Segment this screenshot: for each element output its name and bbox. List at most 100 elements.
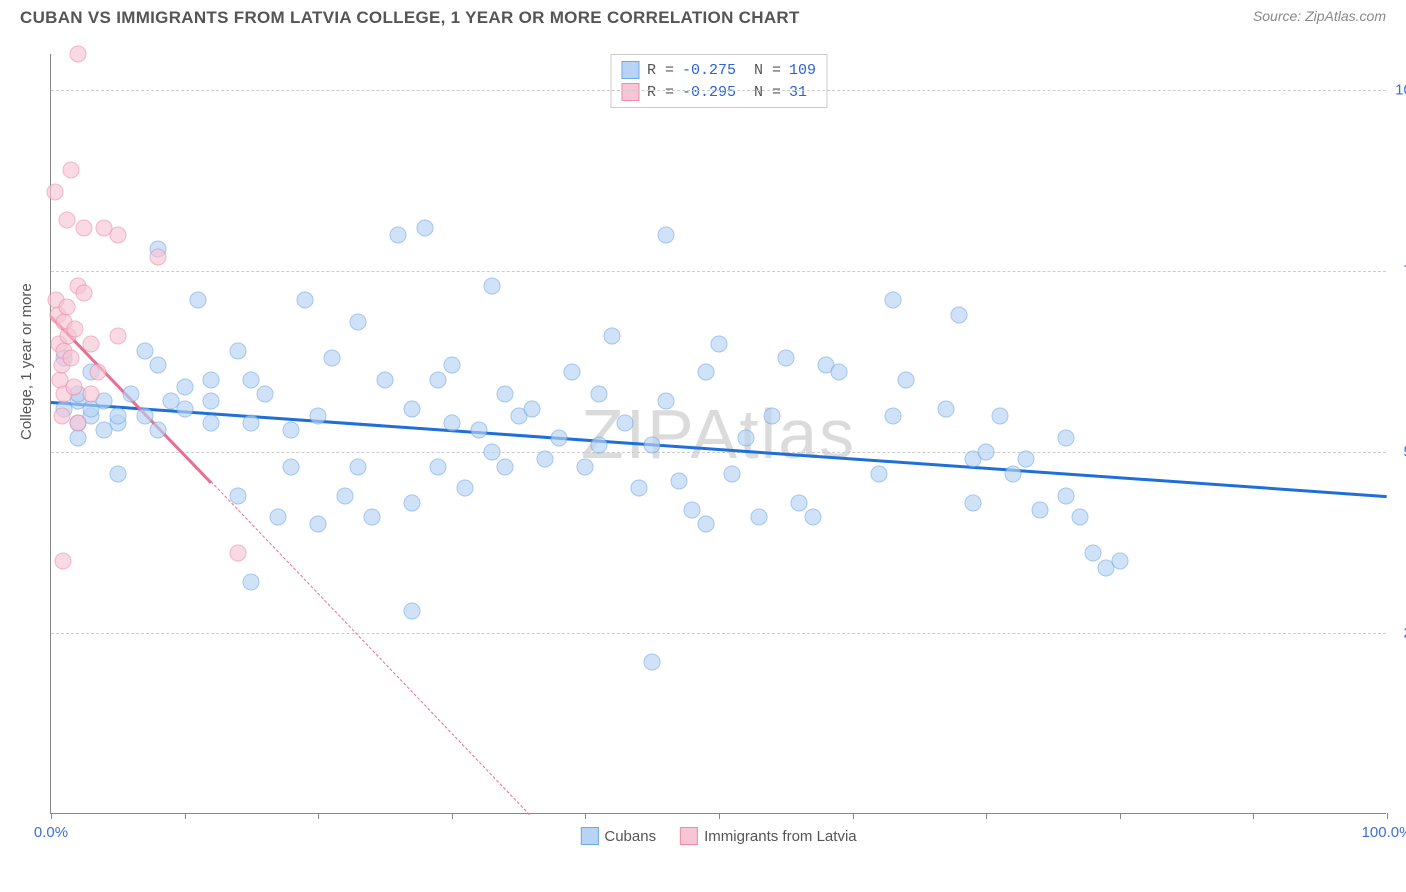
data-point [283, 458, 300, 475]
data-point [777, 350, 794, 367]
r-value: -0.295 [682, 84, 736, 101]
data-point [898, 371, 915, 388]
legend-item: Immigrants from Latvia [680, 827, 857, 845]
data-point [230, 342, 247, 359]
gridline [51, 271, 1386, 272]
data-point [53, 407, 70, 424]
source-attribution: Source: ZipAtlas.com [1253, 8, 1386, 24]
data-point [256, 386, 273, 403]
data-point [457, 480, 474, 497]
data-point [203, 371, 220, 388]
data-point [176, 400, 193, 417]
data-point [109, 226, 126, 243]
data-point [430, 371, 447, 388]
data-point [83, 335, 100, 352]
data-point [310, 516, 327, 533]
n-value: 31 [789, 84, 807, 101]
data-point [684, 502, 701, 519]
data-point [377, 371, 394, 388]
legend-swatch [621, 61, 639, 79]
data-point [751, 509, 768, 526]
x-tick [1387, 813, 1388, 819]
data-point [230, 545, 247, 562]
data-point [443, 357, 460, 374]
data-point [109, 407, 126, 424]
data-point [230, 487, 247, 504]
r-label: R = [647, 84, 674, 101]
data-point [951, 306, 968, 323]
gridline [51, 452, 1386, 453]
data-point [403, 400, 420, 417]
data-point [1058, 487, 1075, 504]
x-tick [853, 813, 854, 819]
data-point [176, 378, 193, 395]
data-point [657, 226, 674, 243]
data-point [270, 509, 287, 526]
data-point [55, 552, 72, 569]
data-point [630, 480, 647, 497]
data-point [657, 393, 674, 410]
legend-item: Cubans [580, 827, 656, 845]
data-point [243, 574, 260, 591]
data-point [336, 487, 353, 504]
data-point [497, 458, 514, 475]
series-legend: Cubans Immigrants from Latvia [580, 827, 856, 845]
data-point [991, 407, 1008, 424]
trend-line [211, 481, 530, 815]
data-point [390, 226, 407, 243]
data-point [243, 415, 260, 432]
legend-swatch [621, 83, 639, 101]
data-point [724, 465, 741, 482]
legend-swatch [580, 827, 598, 845]
data-point [617, 415, 634, 432]
data-point [1111, 552, 1128, 569]
data-point [831, 364, 848, 381]
x-tick [986, 813, 987, 819]
x-tick-label: 0.0% [34, 824, 68, 841]
n-value: 109 [789, 62, 816, 79]
data-point [764, 407, 781, 424]
data-point [590, 436, 607, 453]
data-point [89, 364, 106, 381]
n-label: N = [754, 84, 781, 101]
data-point [243, 371, 260, 388]
data-point [871, 465, 888, 482]
n-label: N = [754, 62, 781, 79]
data-point [1004, 465, 1021, 482]
data-point [697, 516, 714, 533]
data-point [63, 350, 80, 367]
data-point [1058, 429, 1075, 446]
correlation-legend: R = -0.275 N = 109 R = -0.295 N = 31 [610, 54, 827, 108]
x-tick [585, 813, 586, 819]
x-tick [1253, 813, 1254, 819]
data-point [737, 429, 754, 446]
data-point [363, 509, 380, 526]
data-point [884, 292, 901, 309]
data-point [149, 248, 166, 265]
data-point [483, 277, 500, 294]
chart-title: CUBAN VS IMMIGRANTS FROM LATVIA COLLEGE,… [20, 8, 800, 28]
data-point [47, 183, 64, 200]
data-point [711, 335, 728, 352]
data-point [76, 284, 93, 301]
data-point [443, 415, 460, 432]
data-point [69, 429, 86, 446]
data-point [203, 393, 220, 410]
r-value: -0.275 [682, 62, 736, 79]
data-point [884, 407, 901, 424]
y-axis-title: College, 1 year or more [18, 283, 35, 440]
legend-row: R = -0.295 N = 31 [621, 81, 816, 103]
data-point [483, 444, 500, 461]
data-point [577, 458, 594, 475]
data-point [497, 386, 514, 403]
data-point [323, 350, 340, 367]
data-point [964, 494, 981, 511]
data-point [189, 292, 206, 309]
gridline [51, 633, 1386, 634]
data-point [149, 357, 166, 374]
data-point [1018, 451, 1035, 468]
x-tick [452, 813, 453, 819]
data-point [1071, 509, 1088, 526]
data-point [350, 458, 367, 475]
x-tick [1120, 813, 1121, 819]
